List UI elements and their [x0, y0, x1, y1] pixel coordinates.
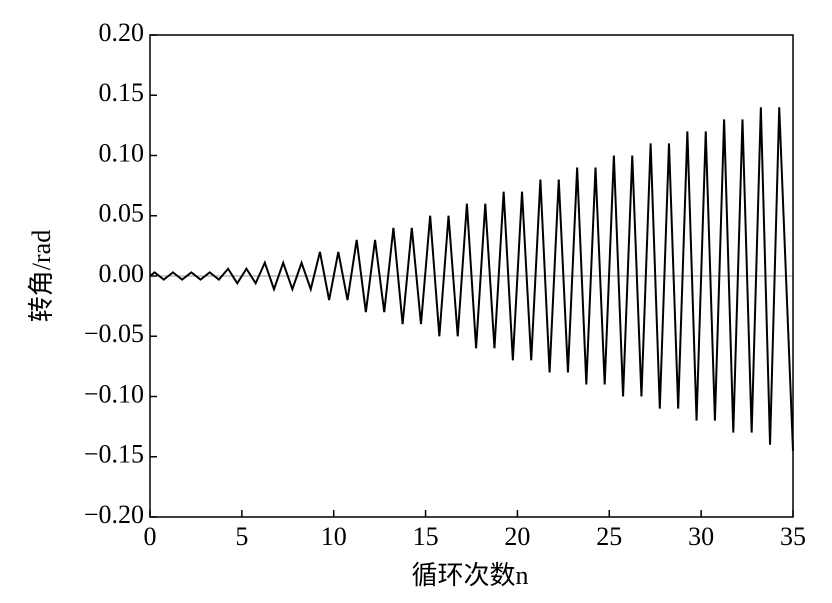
- x-tick-label: 0: [144, 522, 157, 551]
- y-tick-label: 0.15: [99, 78, 145, 107]
- plot-frame: [149, 34, 794, 518]
- x-tick-label: 20: [504, 522, 530, 551]
- y-tick-label: 0.05: [99, 199, 145, 228]
- y-tick-label: 0.20: [99, 18, 145, 47]
- y-tick-label: −0.20: [84, 500, 144, 529]
- y-tick-label: 0.00: [99, 259, 145, 288]
- x-tick-label: 10: [321, 522, 347, 551]
- x-tick-label: 30: [688, 522, 714, 551]
- y-tick-label: −0.05: [84, 319, 144, 348]
- x-tick-label: 5: [235, 522, 248, 551]
- x-tick-label: 25: [596, 522, 622, 551]
- data-line: [149, 107, 794, 451]
- y-axis-label: 转角/rad: [27, 230, 56, 322]
- x-tick-label: 15: [413, 522, 439, 551]
- x-tick-label: 35: [780, 522, 806, 551]
- y-tick-label: 0.10: [99, 138, 145, 167]
- x-axis-label: 循环次数n: [411, 561, 528, 590]
- y-tick-label: −0.10: [84, 379, 144, 408]
- y-tick-label: −0.15: [84, 440, 144, 469]
